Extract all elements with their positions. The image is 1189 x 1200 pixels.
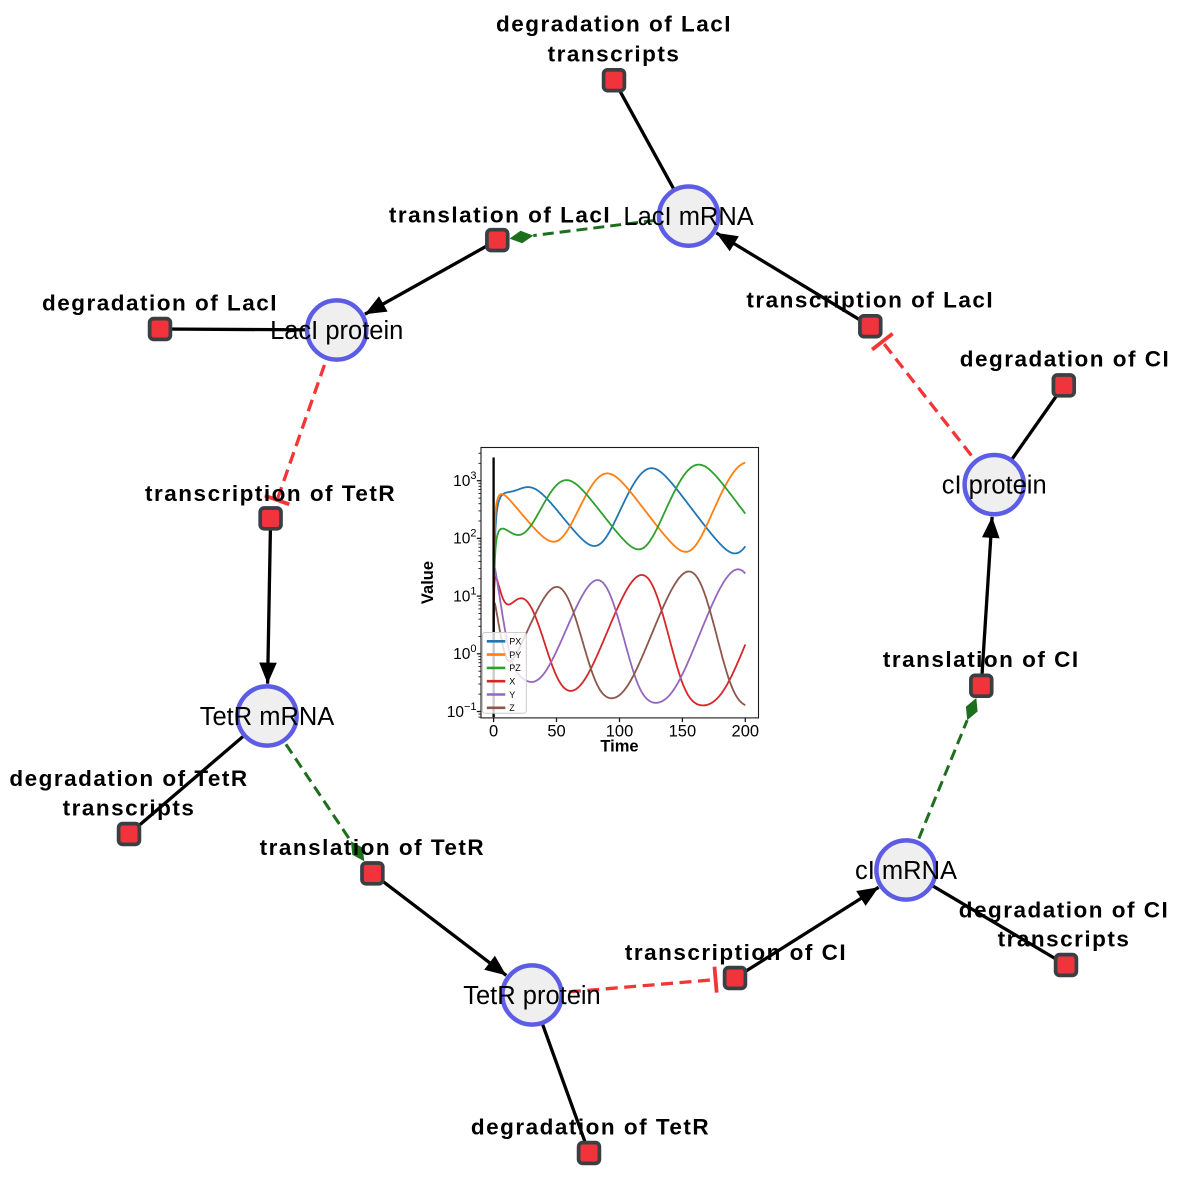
svg-text:transcripts: transcripts xyxy=(998,927,1131,952)
svg-text:translation of LacI: translation of LacI xyxy=(389,202,611,227)
svg-text:LacI mRNA: LacI mRNA xyxy=(623,203,753,231)
svg-text:PZ: PZ xyxy=(509,663,521,673)
svg-text:degradation of LacI: degradation of LacI xyxy=(42,291,278,316)
svg-text:Time: Time xyxy=(600,738,638,756)
svg-text:Z: Z xyxy=(509,703,515,713)
svg-text:transcription of LacI: transcription of LacI xyxy=(746,288,994,313)
svg-text:LacI protein: LacI protein xyxy=(270,317,403,345)
svg-text:PX: PX xyxy=(509,637,521,647)
svg-text:degradation of CI: degradation of CI xyxy=(960,347,1171,372)
svg-text:translation of CI: translation of CI xyxy=(883,647,1080,672)
svg-text:100: 100 xyxy=(606,723,634,741)
svg-text:Value: Value xyxy=(419,561,437,604)
svg-text:translation of TetR: translation of TetR xyxy=(260,835,486,860)
svg-text:transcription of CI: transcription of CI xyxy=(625,940,847,965)
svg-text:TetR mRNA: TetR mRNA xyxy=(200,703,335,731)
svg-text:transcripts: transcripts xyxy=(63,796,196,821)
svg-text:degradation of CI: degradation of CI xyxy=(959,898,1170,923)
svg-text:X: X xyxy=(509,677,515,687)
svg-text:Y: Y xyxy=(509,690,515,700)
svg-text:transcripts: transcripts xyxy=(548,42,681,67)
svg-text:degradation of LacI: degradation of LacI xyxy=(496,12,732,37)
svg-text:degradation of TetR: degradation of TetR xyxy=(9,766,248,791)
svg-text:cI protein: cI protein xyxy=(942,472,1047,500)
svg-text:200: 200 xyxy=(732,723,760,741)
svg-text:transcription of TetR: transcription of TetR xyxy=(145,481,396,506)
svg-text:PY: PY xyxy=(509,650,521,660)
svg-text:50: 50 xyxy=(547,723,565,741)
svg-text:150: 150 xyxy=(669,723,697,741)
svg-text:degradation of TetR: degradation of TetR xyxy=(471,1115,710,1140)
svg-text:cI mRNA: cI mRNA xyxy=(855,857,957,885)
svg-text:0: 0 xyxy=(489,723,498,741)
svg-text:TetR protein: TetR protein xyxy=(463,982,601,1010)
